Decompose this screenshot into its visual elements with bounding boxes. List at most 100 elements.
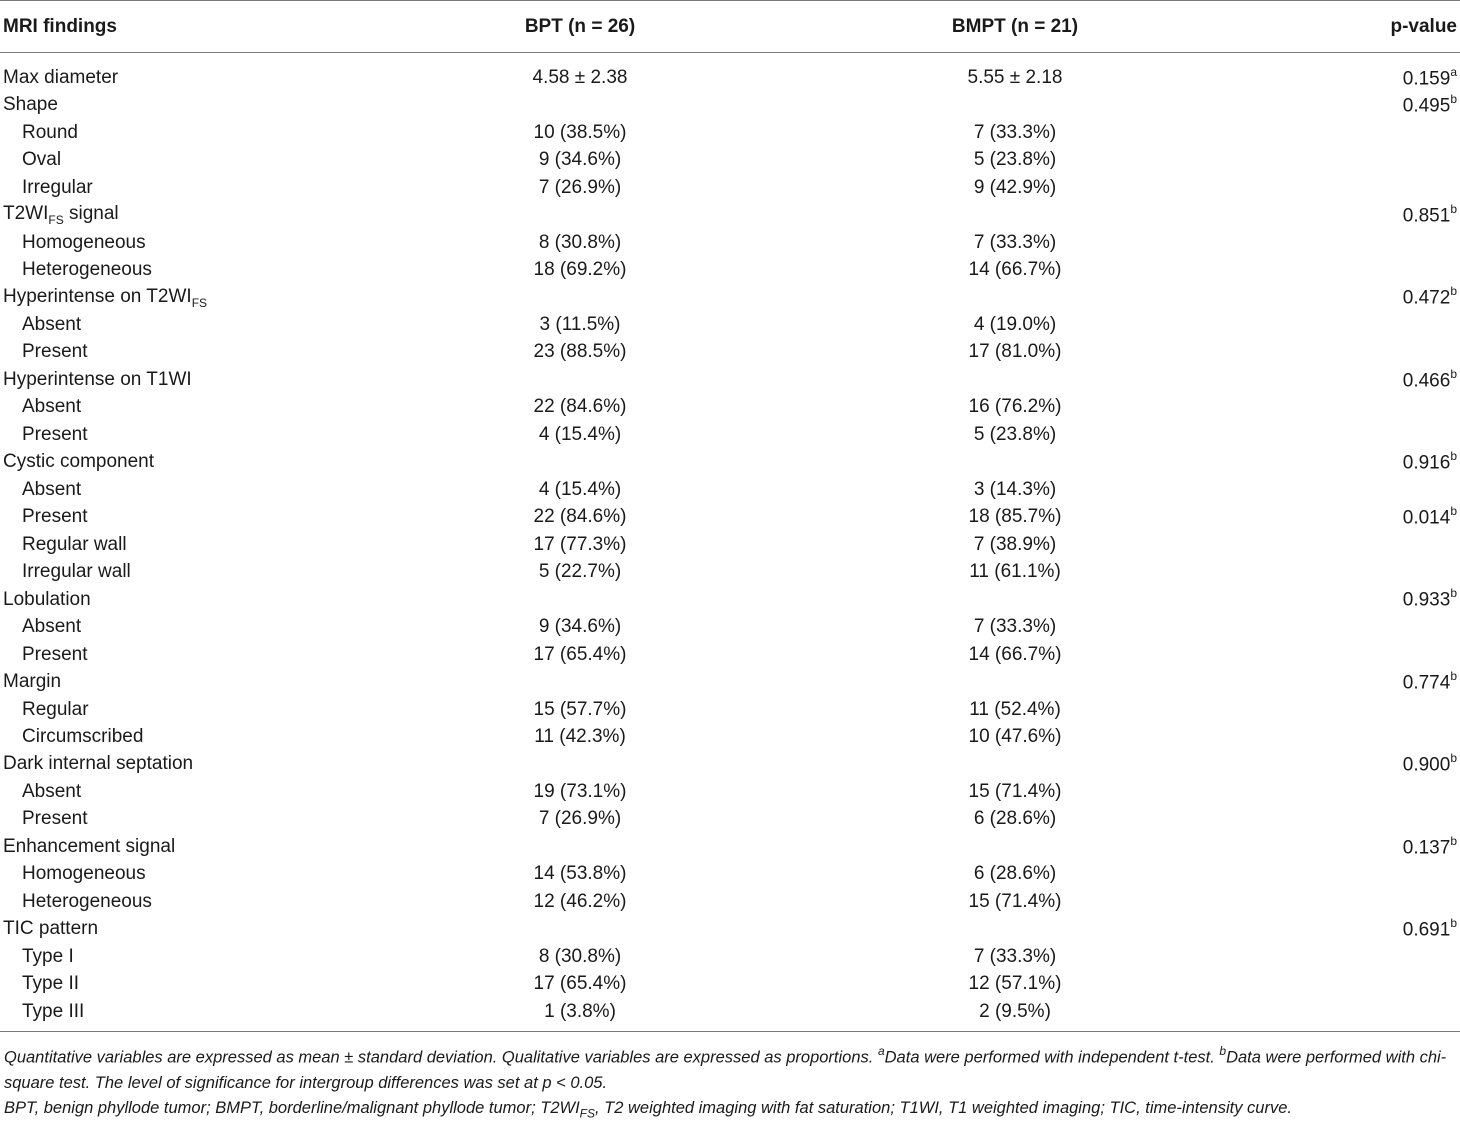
- cell-bpt: 17 (65.4%): [533, 973, 627, 995]
- cell-bmpt: 5 (23.8%): [973, 423, 1057, 445]
- table-row: Hyperintense on T1WI 0.466b: [0, 366, 1460, 393]
- row-sublabel: Present: [22, 341, 88, 363]
- row-label: Hyperintense on T2WIFS: [3, 285, 208, 310]
- row-sublabel: Absent: [22, 478, 82, 500]
- row-sublabel: Irregular: [22, 176, 93, 198]
- cell-bmpt: 14 (66.7%): [968, 259, 1062, 281]
- row-sublabel: Present: [22, 808, 88, 830]
- row-sublabel: Heterogeneous: [22, 890, 152, 912]
- cell-bmpt: 9 (42.9%): [973, 176, 1057, 198]
- row-label: Shape: [3, 94, 58, 116]
- cell-bpt: 9 (34.6%): [538, 616, 622, 638]
- table-row: Cystic component 0.916b: [0, 449, 1460, 476]
- cell-p-value: 0.851b: [1402, 201, 1457, 227]
- cell-p-value: 0.900b: [1402, 751, 1457, 776]
- cell-bmpt: 12 (57.1%): [968, 973, 1062, 995]
- cell-bmpt: 10 (47.6%): [968, 725, 1062, 747]
- table-footnote: Quantitative variables are expressed as …: [0, 1032, 1460, 1126]
- cell-bpt: 23 (88.5%): [533, 341, 627, 363]
- bottom-rule: [0, 1031, 1460, 1033]
- cell-bpt: 17 (65.4%): [533, 643, 627, 665]
- row-sublabel: Circumscribed: [22, 725, 144, 747]
- cell-bmpt: 15 (71.4%): [968, 890, 1062, 912]
- cell-bpt: 8 (30.8%): [538, 945, 622, 967]
- cell-bmpt: 7 (33.3%): [973, 616, 1057, 638]
- cell-p-value: 0.137b: [1402, 833, 1457, 859]
- table-row: Present 7 (26.9%) 6 (28.6%): [0, 806, 1460, 833]
- row-sublabel: Type III: [22, 1000, 85, 1022]
- row-sublabel: Round: [22, 121, 78, 143]
- cell-bmpt: 15 (71.4%): [968, 780, 1062, 802]
- table-row: Circumscribed 11 (42.3%) 10 (47.6%): [0, 723, 1460, 750]
- table-row: Shape 0.495b: [0, 91, 1460, 118]
- cell-bmpt: 14 (66.7%): [968, 643, 1062, 665]
- row-sublabel: Irregular wall: [22, 561, 131, 583]
- table-body: Max diameter 4.58 ± 2.38 5.55 ± 2.18 0.159a…: [0, 53, 1460, 1031]
- cell-bpt: 10 (38.5%): [533, 121, 627, 143]
- header-mri-findings: MRI findings: [3, 15, 117, 37]
- table-row: Regular wall 17 (77.3%) 7 (38.9%): [0, 531, 1460, 558]
- row-sublabel: Regular: [22, 698, 89, 720]
- table-row: Type I 8 (30.8%) 7 (33.3%): [0, 943, 1460, 970]
- cell-p-value: 0.159a: [1402, 64, 1457, 89]
- table-row: Present 17 (65.4%) 14 (66.7%): [0, 641, 1460, 668]
- row-sublabel: Present: [22, 506, 88, 528]
- table-row: Irregular wall 5 (22.7%) 11 (61.1%): [0, 558, 1460, 585]
- cell-bpt: 18 (69.2%): [533, 259, 627, 281]
- cell-p-value: 0.472b: [1402, 284, 1457, 309]
- table-row: Dark internal septation 0.900b: [0, 751, 1460, 778]
- row-sublabel: Absent: [22, 396, 82, 418]
- cell-bmpt: 7 (33.3%): [973, 945, 1057, 967]
- row-sublabel: Absent: [22, 313, 82, 335]
- cell-bpt: 3 (11.5%): [539, 313, 621, 335]
- cell-bmpt: 7 (33.3%): [973, 121, 1057, 143]
- cell-bmpt: 4 (19.0%): [973, 313, 1057, 335]
- top-rule: [0, 0, 1460, 1]
- table-row: Absent 4 (15.4%) 3 (14.3%): [0, 476, 1460, 503]
- cell-p-value: 0.916b: [1402, 449, 1457, 474]
- cell-p-value: 0.014b: [1402, 504, 1457, 529]
- cell-bpt: 12 (46.2%): [533, 890, 627, 912]
- cell-bmpt: 16 (76.2%): [968, 396, 1062, 418]
- header-bpt: BPT (n = 26): [524, 15, 636, 37]
- cell-bpt: 19 (73.1%): [533, 780, 627, 802]
- row-label: TIC pattern: [3, 918, 99, 940]
- cell-bmpt: 7 (33.3%): [973, 231, 1057, 253]
- table-row: Absent 9 (34.6%) 7 (33.3%): [0, 613, 1460, 640]
- row-sublabel: Absent: [22, 616, 82, 638]
- cell-bpt: 4 (15.4%): [538, 423, 622, 445]
- cell-p-value: 0.933b: [1402, 586, 1457, 611]
- cell-p-value: 0.774b: [1402, 668, 1457, 694]
- header-rule: [0, 52, 1460, 53]
- header-bmpt: BMPT (n = 21): [951, 15, 1079, 37]
- footnote-line-1: Quantitative variables are expressed as …: [4, 1044, 1447, 1092]
- cell-bmpt: 11 (61.1%): [969, 561, 1061, 583]
- cell-bpt: 4.58 ± 2.38: [532, 66, 628, 88]
- row-sublabel: Type II: [22, 973, 80, 995]
- cell-bpt: 22 (84.6%): [533, 396, 627, 418]
- cell-p-value: 0.495b: [1402, 92, 1457, 117]
- table-row: Present 4 (15.4%) 5 (23.8%): [0, 421, 1460, 448]
- cell-bmpt: 6 (28.6%): [973, 808, 1057, 830]
- row-label: Enhancement signal: [3, 835, 176, 857]
- row-sublabel: Present: [22, 643, 88, 665]
- table-row: Round 10 (38.5%) 7 (33.3%): [0, 119, 1460, 146]
- row-label: Dark internal septation: [3, 753, 194, 775]
- cell-bpt: 5 (22.7%): [538, 561, 622, 583]
- table-row: Margin 0.774b: [0, 668, 1460, 695]
- cell-bpt: 4 (15.4%): [538, 478, 622, 500]
- row-sublabel: Oval: [22, 149, 62, 171]
- table-row: Homogeneous 8 (30.8%) 7 (33.3%): [0, 229, 1460, 256]
- cell-bpt: 1 (3.8%): [544, 1000, 616, 1022]
- cell-bpt: 7 (26.9%): [538, 176, 622, 198]
- table-row: Lobulation 0.933b: [0, 586, 1460, 613]
- cell-bmpt: 17 (81.0%): [968, 341, 1062, 363]
- table-header: MRI findings BPT (n = 26) BMPT (n = 21) …: [0, 1, 1460, 52]
- cell-p-value: 0.466b: [1402, 366, 1457, 392]
- cell-bpt: 14 (53.8%): [533, 863, 627, 885]
- cell-p-value: 0.691b: [1402, 916, 1457, 941]
- row-label: Lobulation: [3, 588, 91, 610]
- table-row: Oval 9 (34.6%) 5 (23.8%): [0, 146, 1460, 173]
- table-row: Type III 1 (3.8%) 2 (9.5%): [0, 998, 1460, 1025]
